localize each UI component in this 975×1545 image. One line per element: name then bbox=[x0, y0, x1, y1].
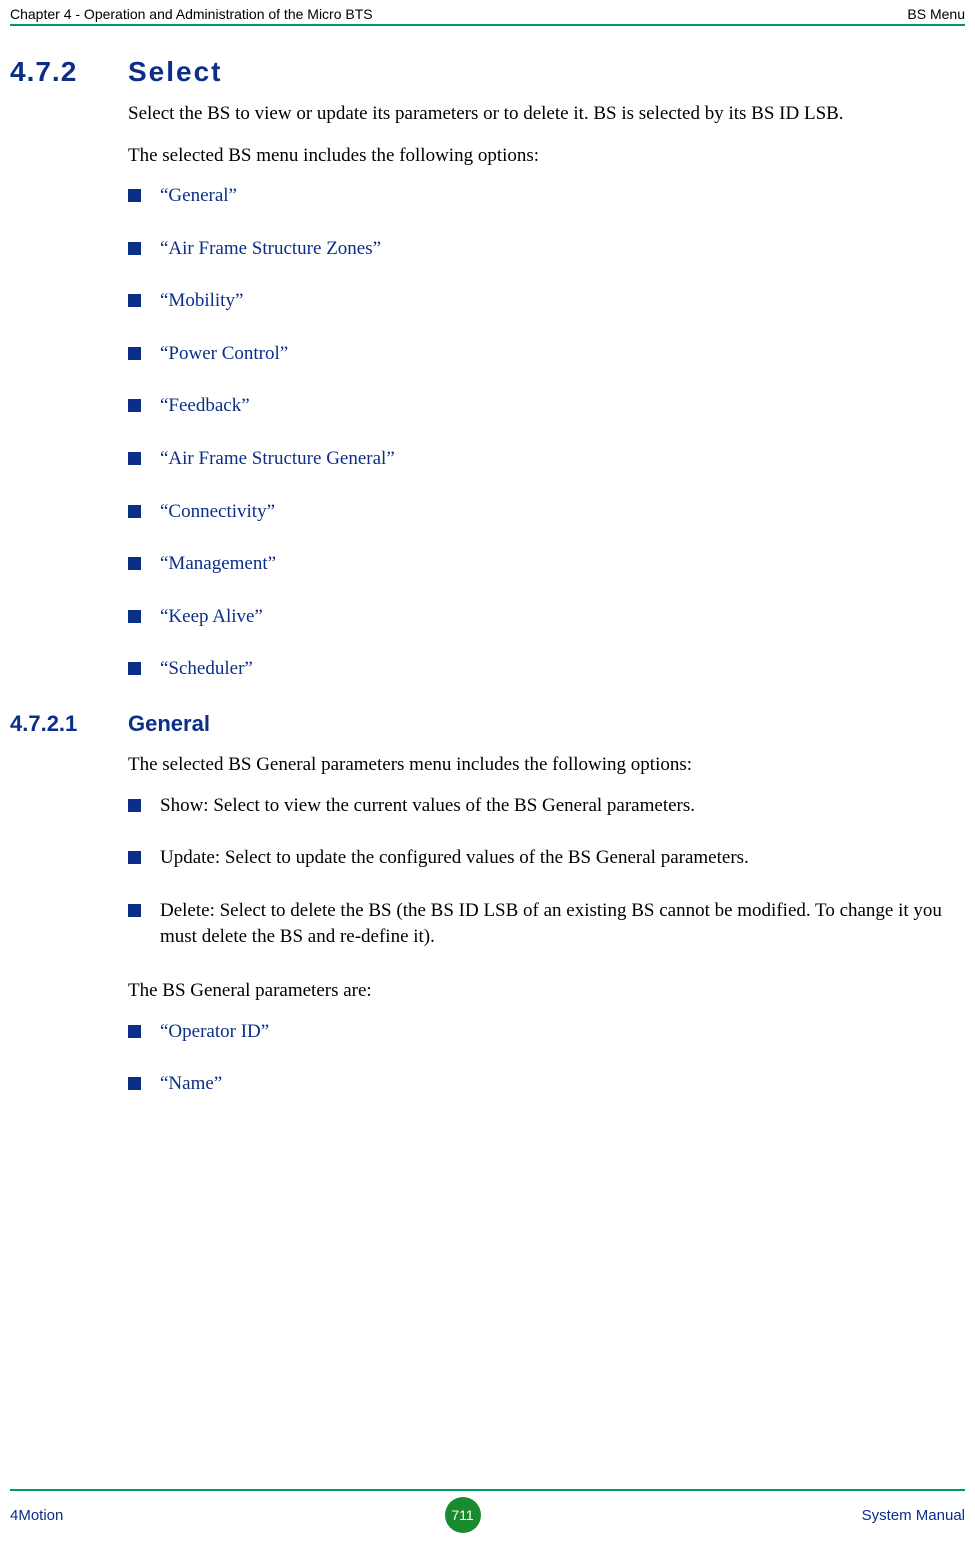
list-item: “General” bbox=[128, 183, 957, 210]
options-list: “General” “Air Frame Structure Zones” “M… bbox=[128, 183, 957, 683]
list-item: Show: Select to view the current values … bbox=[128, 793, 957, 820]
list-item: Delete: Select to delete the BS (the BS … bbox=[128, 898, 957, 951]
list-item: Update: Select to update the configured … bbox=[128, 845, 957, 872]
list-item: “Management” bbox=[128, 551, 957, 578]
section-body: Select the BS to view or update its para… bbox=[128, 100, 957, 683]
list-item: “Feedback” bbox=[128, 393, 957, 420]
param-link[interactable]: “Name” bbox=[160, 1073, 222, 1094]
page-header: Chapter 4 - Operation and Administration… bbox=[0, 0, 975, 24]
action-text: Show: Select to view the current values … bbox=[160, 795, 695, 816]
option-link[interactable]: “Air Frame Structure General” bbox=[160, 448, 395, 469]
actions-list: Show: Select to view the current values … bbox=[128, 793, 957, 951]
list-item: “Keep Alive” bbox=[128, 604, 957, 631]
action-text: Update: Select to update the configured … bbox=[160, 847, 749, 868]
option-link[interactable]: “Air Frame Structure Zones” bbox=[160, 238, 381, 259]
section-intro-2: The selected BS menu includes the follow… bbox=[128, 142, 957, 170]
params-list: “Operator ID” “Name” bbox=[128, 1019, 957, 1098]
option-link[interactable]: “Power Control” bbox=[160, 343, 288, 364]
list-item: “Operator ID” bbox=[128, 1019, 957, 1046]
page-content: 4.7.2 Select Select the BS to view or up… bbox=[0, 56, 975, 1098]
subheading-title: General bbox=[128, 711, 210, 737]
list-item: “Mobility” bbox=[128, 288, 957, 315]
list-item: “Scheduler” bbox=[128, 656, 957, 683]
subheading-number: 4.7.2.1 bbox=[0, 711, 128, 737]
heading-select: 4.7.2 Select bbox=[0, 56, 957, 88]
subsection-intro: The selected BS General parameters menu … bbox=[128, 751, 957, 779]
heading-title: Select bbox=[128, 56, 223, 88]
params-intro: The BS General parameters are: bbox=[128, 977, 957, 1005]
option-link[interactable]: “Feedback” bbox=[160, 395, 250, 416]
action-text: Delete: Select to delete the BS (the BS … bbox=[160, 900, 942, 948]
footer-left: 4Motion bbox=[10, 1507, 63, 1524]
page-number-badge: 711 bbox=[445, 1497, 481, 1533]
footer-rule bbox=[10, 1489, 965, 1491]
heading-general: 4.7.2.1 General bbox=[0, 711, 957, 737]
option-link[interactable]: “Management” bbox=[160, 553, 276, 574]
list-item: “Air Frame Structure General” bbox=[128, 446, 957, 473]
header-rule bbox=[10, 24, 965, 26]
list-item: “Connectivity” bbox=[128, 499, 957, 526]
option-link[interactable]: “Mobility” bbox=[160, 290, 243, 311]
option-link[interactable]: “Scheduler” bbox=[160, 658, 253, 679]
footer-row: 4Motion 711 System Manual bbox=[10, 1497, 965, 1533]
section-intro-1: Select the BS to view or update its para… bbox=[128, 100, 957, 128]
header-right: BS Menu bbox=[907, 6, 965, 22]
footer-right: System Manual bbox=[862, 1507, 965, 1524]
list-item: “Air Frame Structure Zones” bbox=[128, 236, 957, 263]
page-footer: 4Motion 711 System Manual bbox=[0, 1489, 975, 1533]
option-link[interactable]: “General” bbox=[160, 185, 237, 206]
header-left: Chapter 4 - Operation and Administration… bbox=[10, 6, 373, 22]
option-link[interactable]: “Keep Alive” bbox=[160, 606, 263, 627]
list-item: “Name” bbox=[128, 1071, 957, 1098]
list-item: “Power Control” bbox=[128, 341, 957, 368]
subsection-body: The selected BS General parameters menu … bbox=[128, 751, 957, 1098]
heading-number: 4.7.2 bbox=[0, 56, 128, 88]
option-link[interactable]: “Connectivity” bbox=[160, 501, 275, 522]
param-link[interactable]: “Operator ID” bbox=[160, 1021, 269, 1042]
